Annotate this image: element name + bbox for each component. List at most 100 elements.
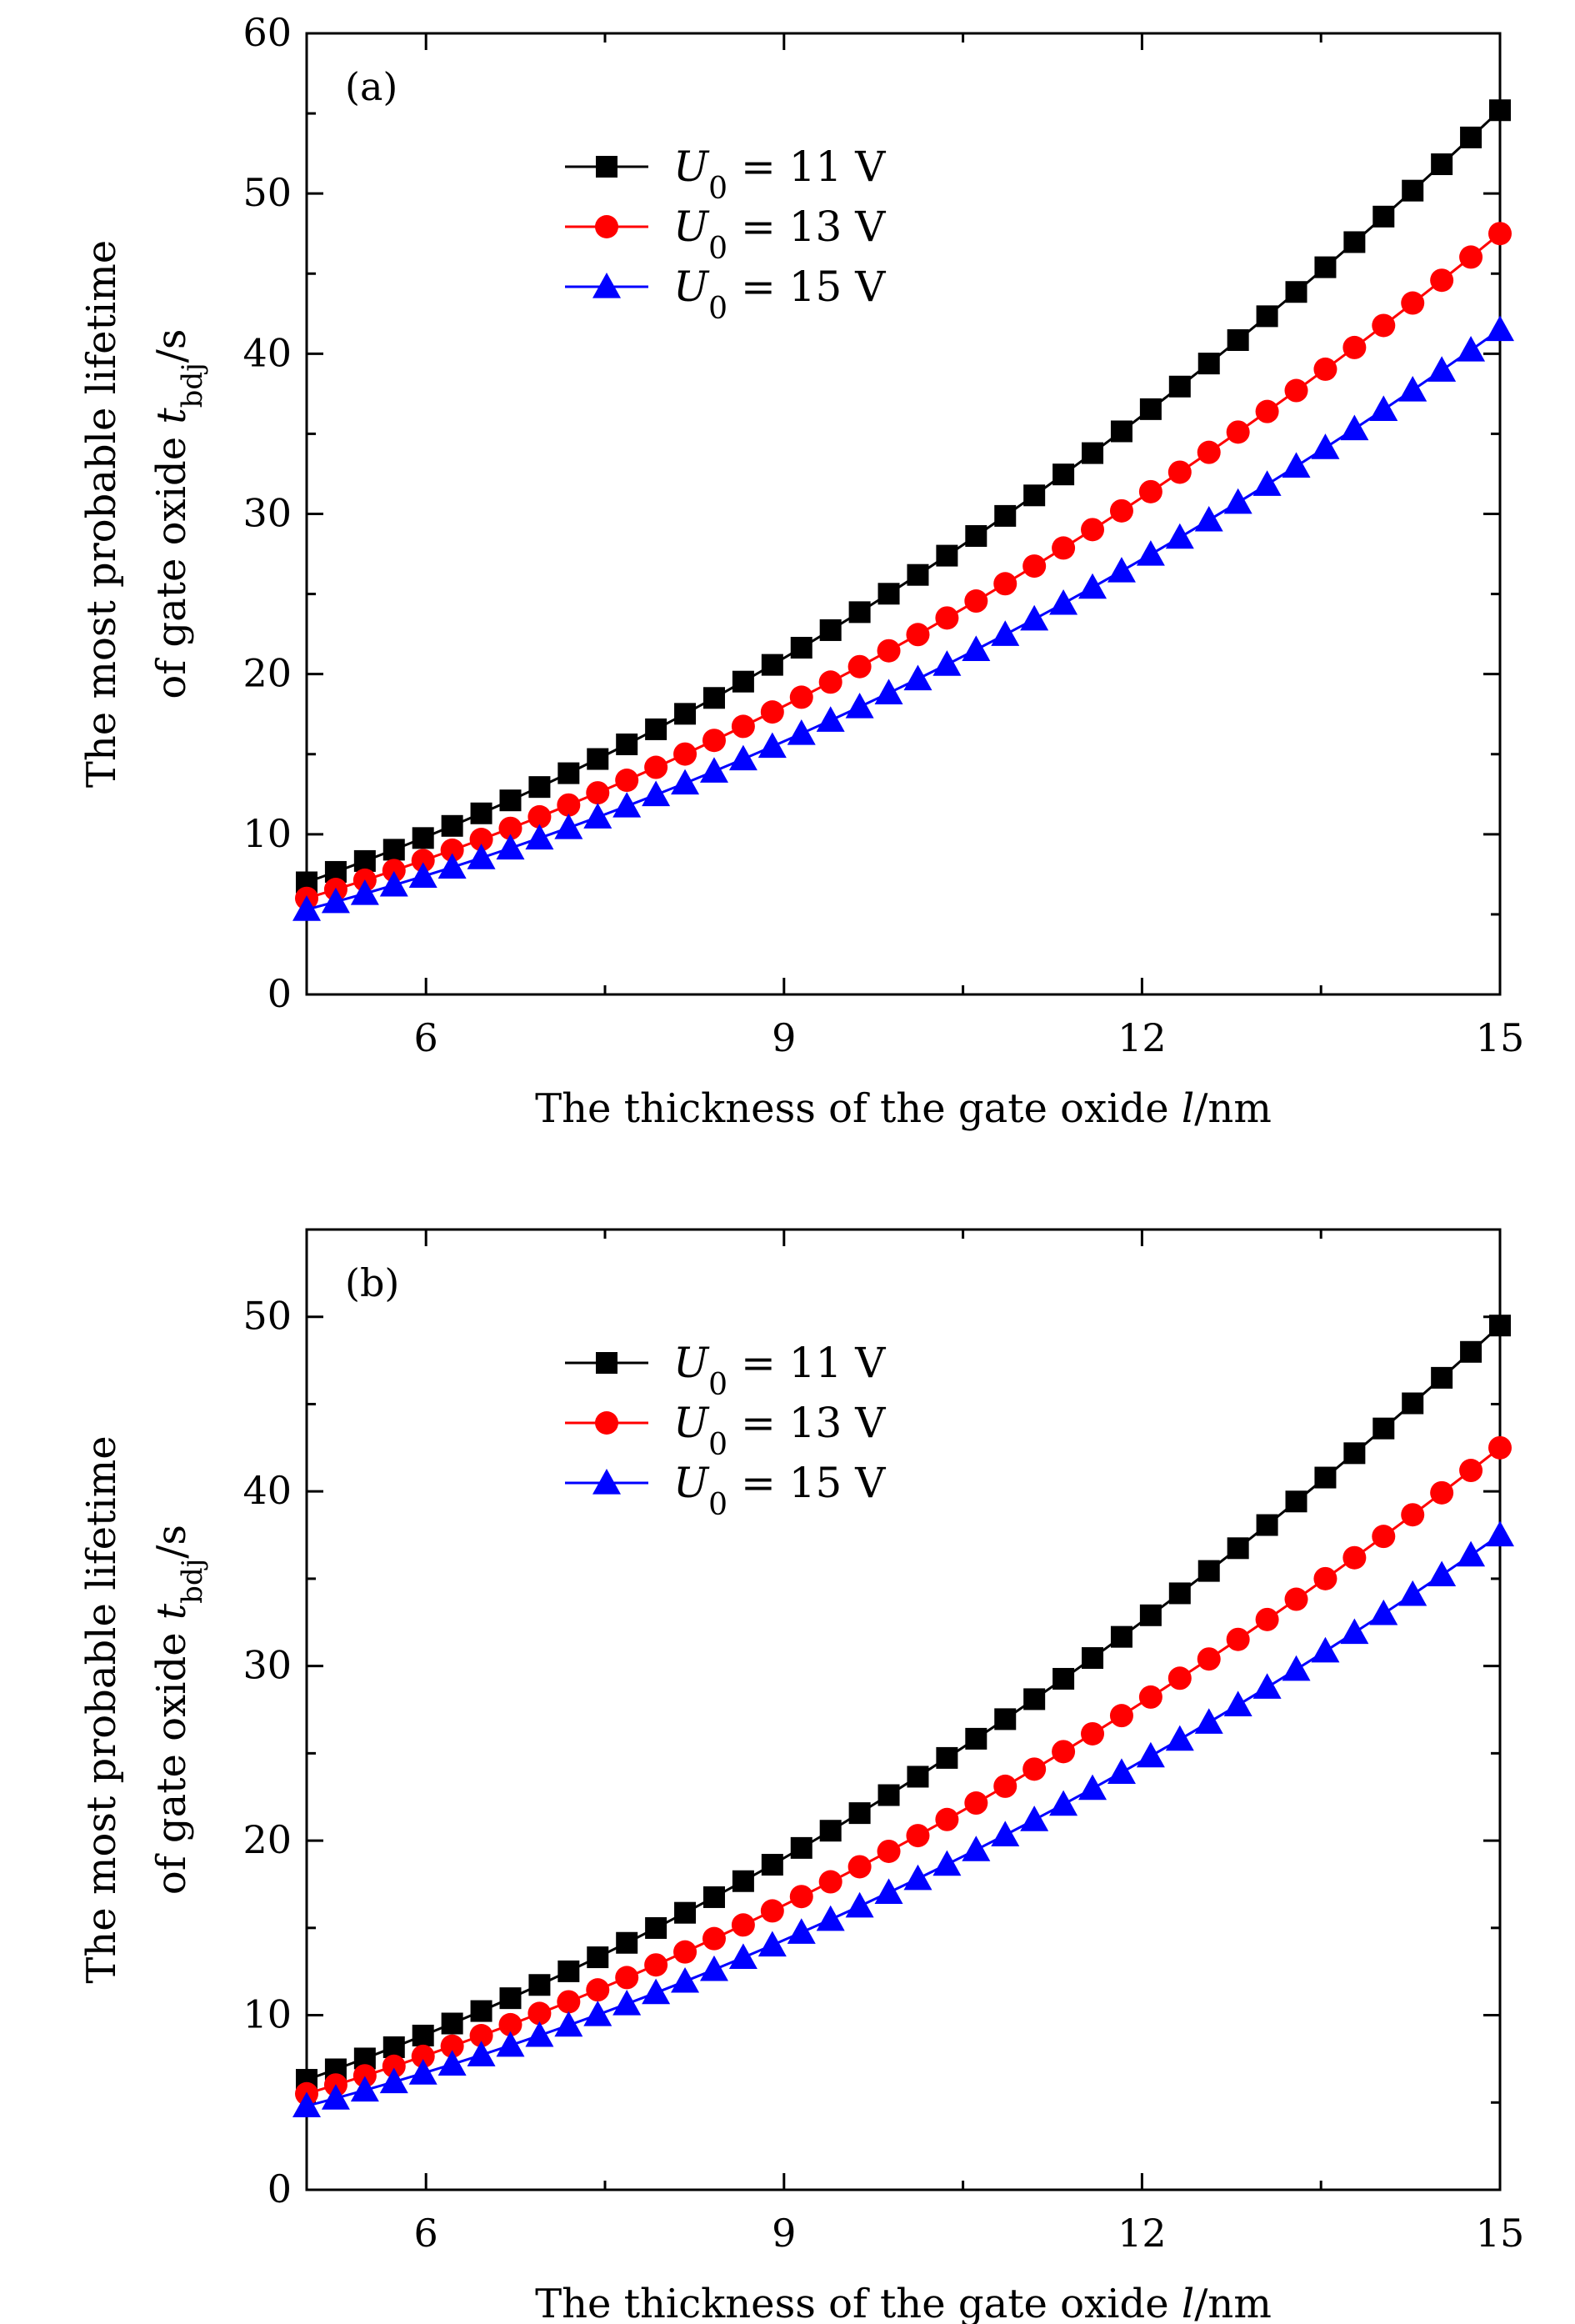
y-tick-label: 30 bbox=[242, 1643, 292, 1688]
data-point bbox=[615, 769, 639, 793]
data-point bbox=[1369, 395, 1398, 422]
data-point bbox=[558, 762, 580, 784]
series-line bbox=[306, 1446, 1501, 2096]
data-point bbox=[412, 2024, 434, 2046]
y-axis-label-unit: /s bbox=[148, 1525, 195, 1559]
data-point bbox=[1227, 328, 1249, 351]
data-point bbox=[758, 1931, 787, 1957]
data-point bbox=[525, 2021, 554, 2047]
data-point bbox=[1252, 1673, 1282, 1699]
legend-label-rest: = 15 V bbox=[728, 263, 886, 311]
data-point bbox=[554, 814, 583, 839]
data-point bbox=[528, 776, 551, 799]
data-point bbox=[1082, 1647, 1104, 1670]
data-point bbox=[848, 1855, 872, 1879]
y-tick-label: 20 bbox=[242, 1817, 292, 1862]
data-point bbox=[1282, 452, 1311, 478]
x-axis-label: The thickness of the gate oxide l/nm bbox=[535, 2281, 1272, 2324]
data-point bbox=[1255, 1607, 1279, 1631]
data-point bbox=[1460, 126, 1482, 148]
data-point bbox=[819, 1820, 842, 1842]
data-point bbox=[848, 1802, 871, 1825]
data-point bbox=[674, 1901, 697, 1924]
data-point bbox=[1459, 1459, 1483, 1483]
data-point bbox=[1256, 305, 1278, 328]
data-point bbox=[1165, 523, 1194, 549]
data-point bbox=[1489, 1315, 1511, 1337]
y-axis-label-text: of gate oxide bbox=[148, 1620, 195, 1895]
data-point bbox=[1402, 179, 1424, 202]
data-point bbox=[1284, 1587, 1308, 1611]
data-point bbox=[1457, 336, 1486, 362]
panel-label: (b) bbox=[345, 1260, 399, 1305]
data-point bbox=[1311, 433, 1340, 459]
data-point bbox=[787, 719, 816, 745]
data-point bbox=[1110, 1625, 1132, 1648]
data-point bbox=[292, 895, 321, 921]
data-point bbox=[906, 623, 930, 647]
y-axis-label-var: t bbox=[148, 1603, 195, 1620]
data-point bbox=[528, 804, 552, 829]
data-point bbox=[1284, 378, 1308, 403]
data-point bbox=[645, 1916, 668, 1939]
data-point bbox=[1342, 1545, 1367, 1570]
data-point bbox=[408, 862, 438, 888]
data-point bbox=[671, 769, 700, 795]
data-point bbox=[1226, 420, 1250, 444]
data-point bbox=[1052, 1740, 1076, 1764]
legend-label: U0 = 13 V bbox=[673, 1399, 886, 1462]
data-point bbox=[731, 1913, 755, 1937]
data-point bbox=[586, 1978, 610, 2002]
data-point bbox=[936, 544, 958, 567]
legend-label: U0 = 11 V bbox=[673, 143, 886, 206]
legend-label-sub: 0 bbox=[708, 1368, 728, 1402]
data-point bbox=[874, 679, 903, 705]
data-point bbox=[699, 1955, 728, 1981]
data-point bbox=[816, 706, 845, 732]
data-point bbox=[994, 1708, 1017, 1730]
data-point bbox=[994, 504, 1017, 527]
data-point bbox=[761, 654, 783, 676]
legend-label-rest: = 13 V bbox=[728, 203, 886, 251]
data-point bbox=[760, 1899, 784, 1923]
legend-label-sub: 0 bbox=[708, 232, 728, 266]
y-axis-label-sub: bdj bbox=[176, 363, 209, 408]
data-point bbox=[440, 838, 464, 862]
data-point bbox=[877, 639, 901, 663]
data-point bbox=[848, 654, 872, 679]
data-point bbox=[702, 1926, 726, 1951]
data-point bbox=[441, 814, 463, 837]
data-point bbox=[496, 2031, 525, 2057]
data-point bbox=[353, 849, 376, 872]
data-point bbox=[1486, 315, 1514, 342]
data-point bbox=[441, 2012, 463, 2035]
data-point bbox=[906, 1824, 930, 1848]
data-point bbox=[1078, 1774, 1108, 1801]
data-point bbox=[498, 2012, 522, 2036]
data-point bbox=[438, 2050, 467, 2076]
plot-frame bbox=[305, 1228, 1502, 2191]
legend-marker bbox=[592, 273, 621, 298]
data-point bbox=[440, 2034, 464, 2058]
legend-label-sub: 0 bbox=[708, 172, 728, 206]
data-point bbox=[673, 1940, 698, 1964]
data-point bbox=[612, 1990, 642, 2016]
data-point bbox=[1226, 1627, 1250, 1651]
x-axis-label-text: The thickness of the gate oxide bbox=[535, 1085, 1182, 1132]
data-point bbox=[1372, 313, 1396, 338]
data-point bbox=[1340, 414, 1369, 441]
data-point bbox=[964, 1791, 988, 1816]
data-point bbox=[1082, 442, 1104, 464]
y-tick-label: 30 bbox=[242, 491, 292, 536]
series-triangle bbox=[292, 315, 1514, 921]
legend-label-rest: = 13 V bbox=[728, 1399, 886, 1447]
data-point bbox=[1198, 353, 1220, 375]
data-point bbox=[699, 757, 728, 783]
data-point bbox=[1343, 231, 1366, 253]
data-point bbox=[1052, 463, 1075, 486]
data-point bbox=[557, 793, 581, 817]
data-point bbox=[558, 1960, 580, 1982]
data-point bbox=[645, 718, 668, 740]
data-point bbox=[615, 1966, 639, 1990]
